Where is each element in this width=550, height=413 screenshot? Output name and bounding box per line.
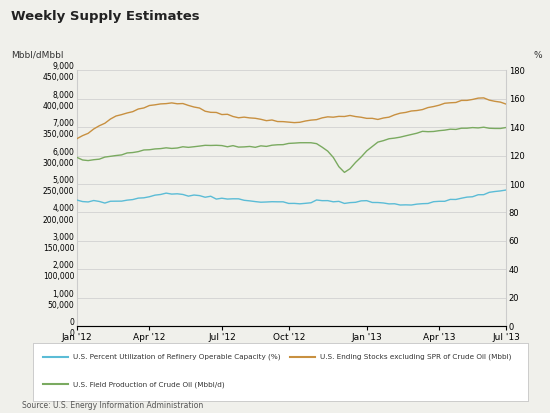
Text: %: % <box>533 51 542 60</box>
Text: U.S. Percent Utilization of Refinery Operable Capacity (%): U.S. Percent Utilization of Refinery Ope… <box>73 354 280 361</box>
Text: U.S. Field Production of Crude Oil (Mbbl/d): U.S. Field Production of Crude Oil (Mbbl… <box>73 381 224 388</box>
Text: U.S. Ending Stocks excluding SPR of Crude Oil (Mbbl): U.S. Ending Stocks excluding SPR of Crud… <box>320 354 512 361</box>
Text: Source: U.S. Energy Information Administration: Source: U.S. Energy Information Administ… <box>22 401 204 410</box>
Text: Mbbl/dMbbl: Mbbl/dMbbl <box>11 51 63 60</box>
Text: Weekly Supply Estimates: Weekly Supply Estimates <box>11 10 200 23</box>
